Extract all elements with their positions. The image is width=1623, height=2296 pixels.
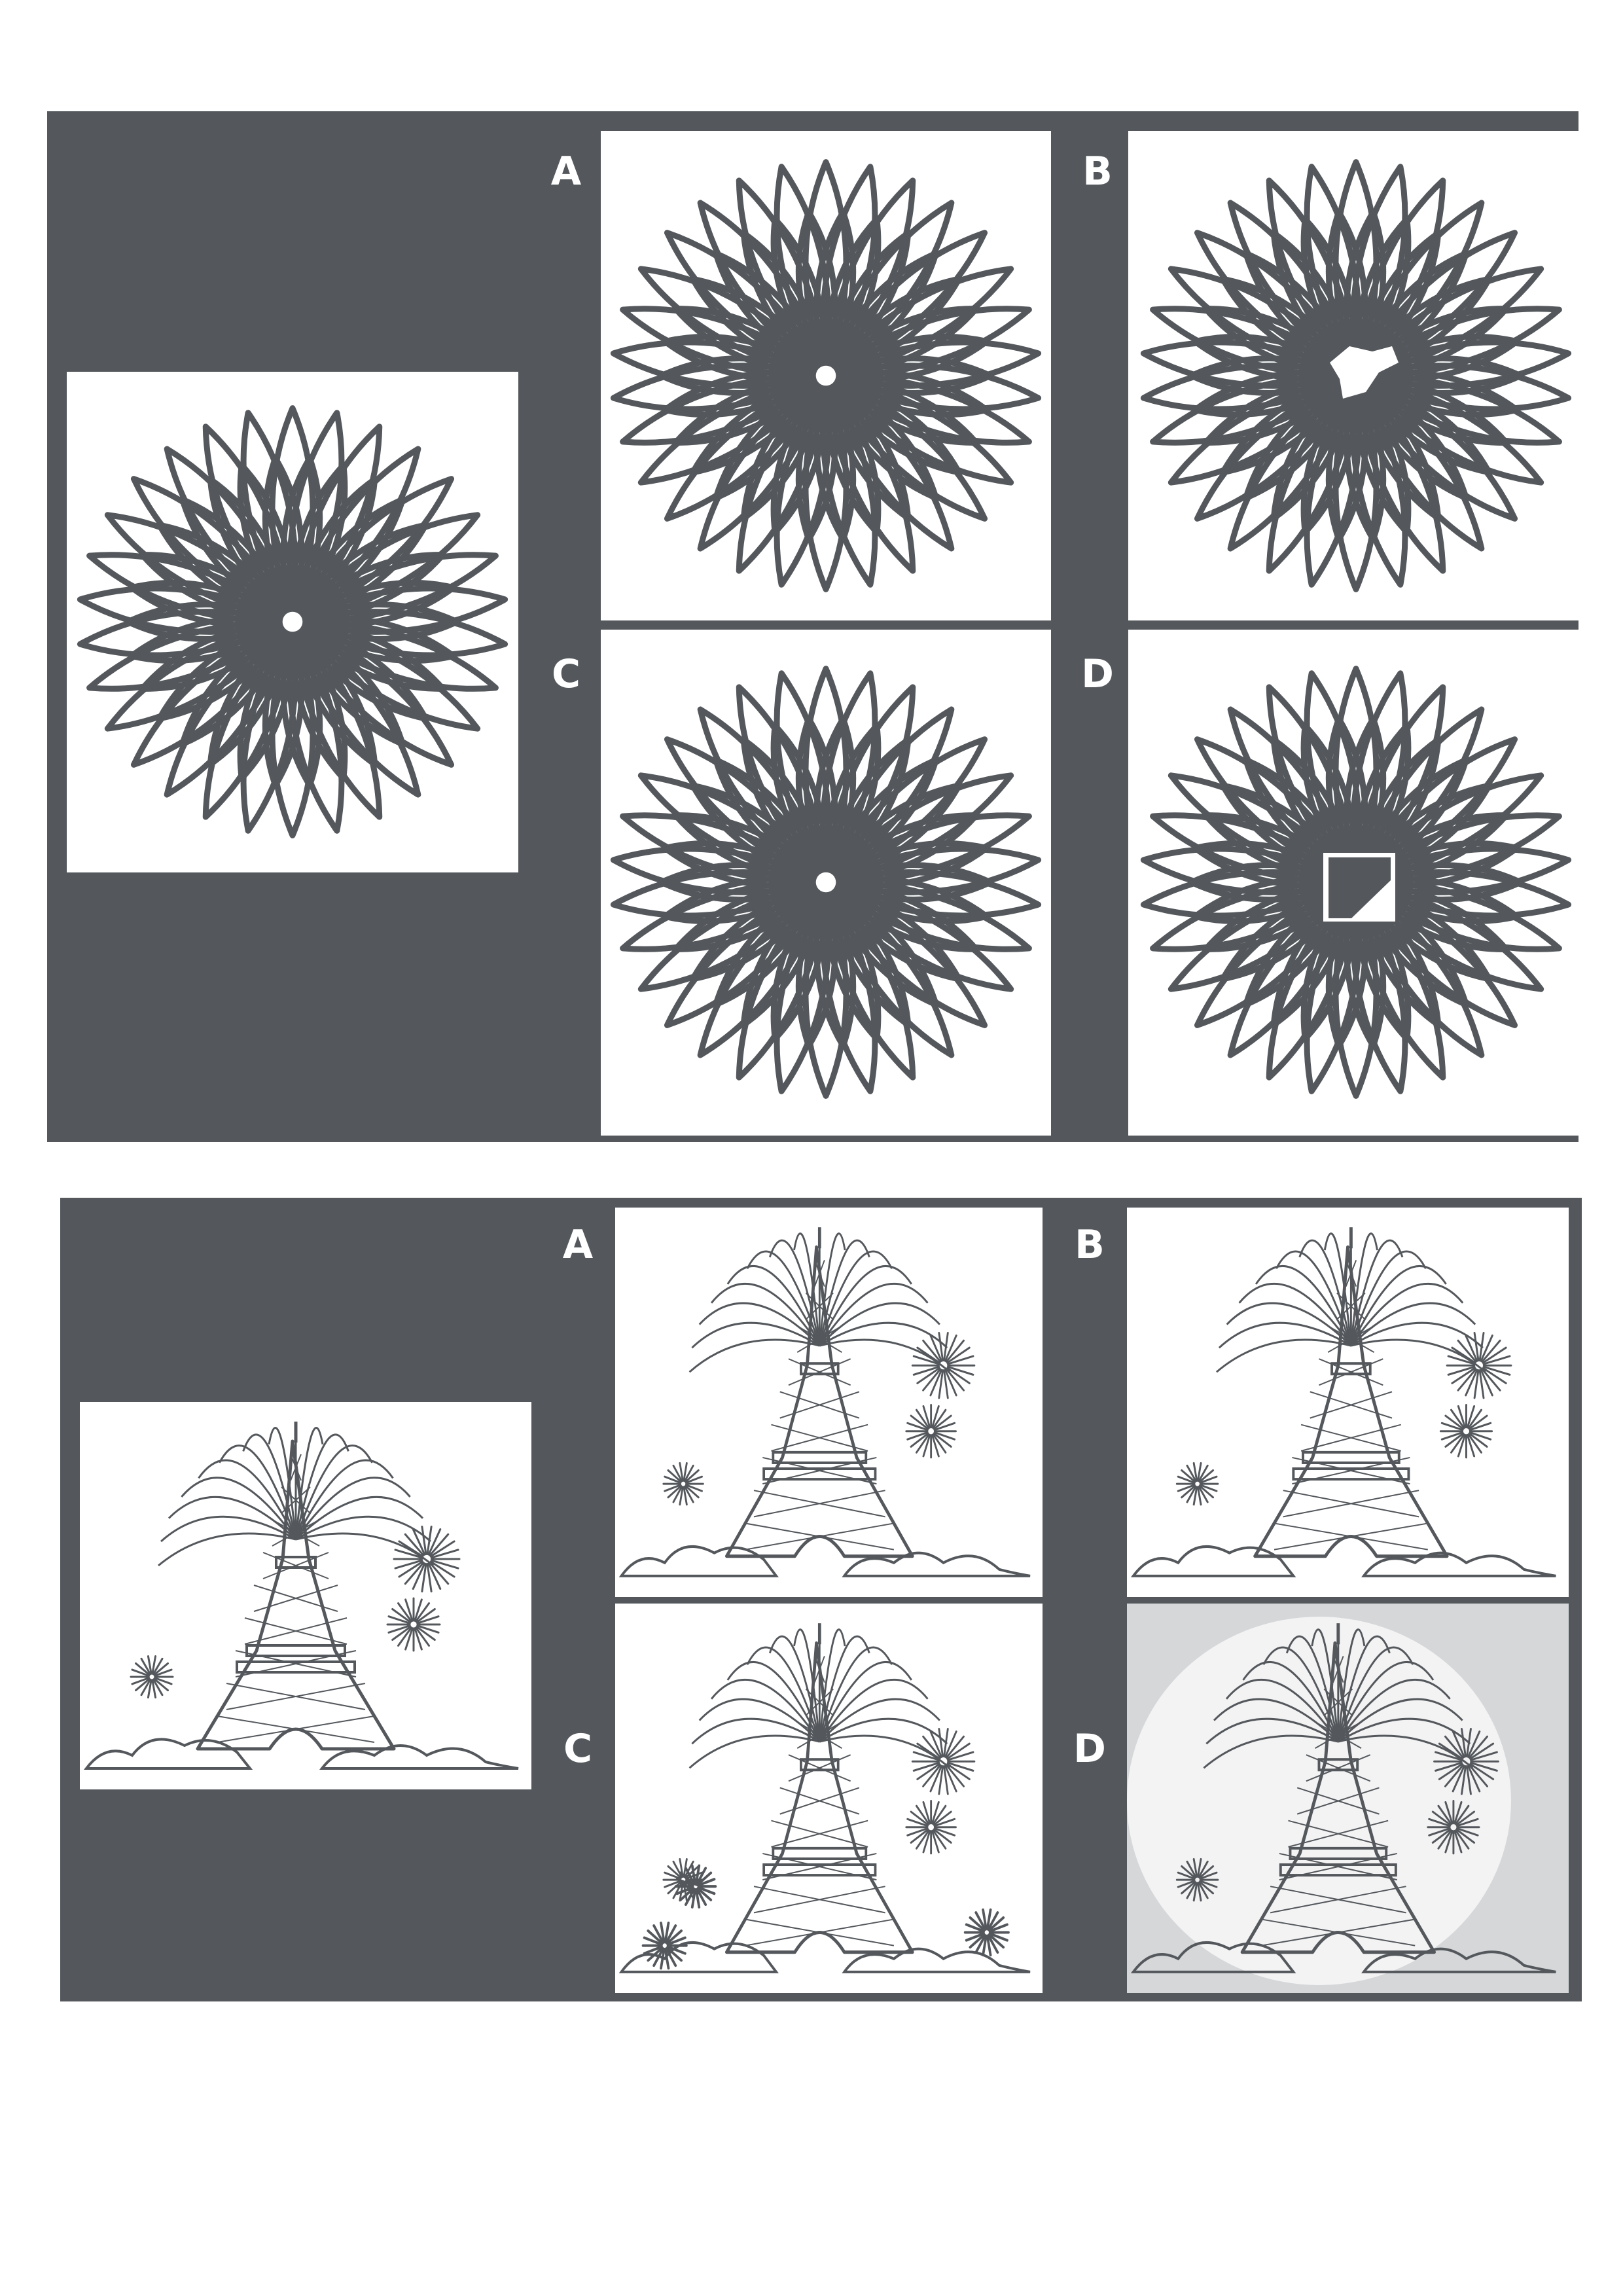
rosette-icon — [610, 159, 1042, 592]
eiffel-tower-fireworks-icon — [83, 1422, 519, 1770]
eiffel-tower-fireworks-icon — [1127, 1604, 1569, 1993]
option-b-card[interactable] — [1127, 1208, 1569, 1597]
option-a-label: A — [562, 1222, 594, 1268]
option-c-label: C — [563, 1726, 593, 1772]
option-a-label: A — [550, 149, 582, 194]
eiffel-tower-fireworks-icon — [1130, 1227, 1556, 1577]
option-d-card[interactable] — [1127, 1604, 1569, 1993]
option-d-label: D — [1081, 651, 1114, 697]
option-b-label: B — [1082, 149, 1113, 194]
eiffel-tower-fireworks-icon — [618, 1623, 1031, 1973]
reference-tower-card — [80, 1402, 531, 1789]
option-c-card[interactable] — [601, 630, 1051, 1136]
rosette-icon — [1140, 159, 1572, 592]
tower-puzzle-panel: A B C D — [60, 1198, 1582, 2001]
option-d-card[interactable] — [1128, 630, 1584, 1136]
option-a-card[interactable] — [601, 131, 1051, 620]
option-b-card[interactable] — [1128, 131, 1584, 620]
eiffel-tower-fireworks-icon — [618, 1227, 1031, 1577]
option-d-label: D — [1073, 1726, 1106, 1772]
reference-rosette-card — [67, 372, 518, 872]
option-a-card[interactable] — [615, 1208, 1043, 1597]
rosette-icon — [77, 405, 508, 838]
option-c-card[interactable] — [615, 1604, 1043, 1993]
flower-puzzle-panel: A B C D — [47, 111, 1584, 1142]
rosette-icon — [1140, 666, 1572, 1099]
option-c-label: C — [551, 651, 581, 697]
rosette-icon — [610, 666, 1042, 1099]
option-b-label: B — [1075, 1222, 1105, 1268]
